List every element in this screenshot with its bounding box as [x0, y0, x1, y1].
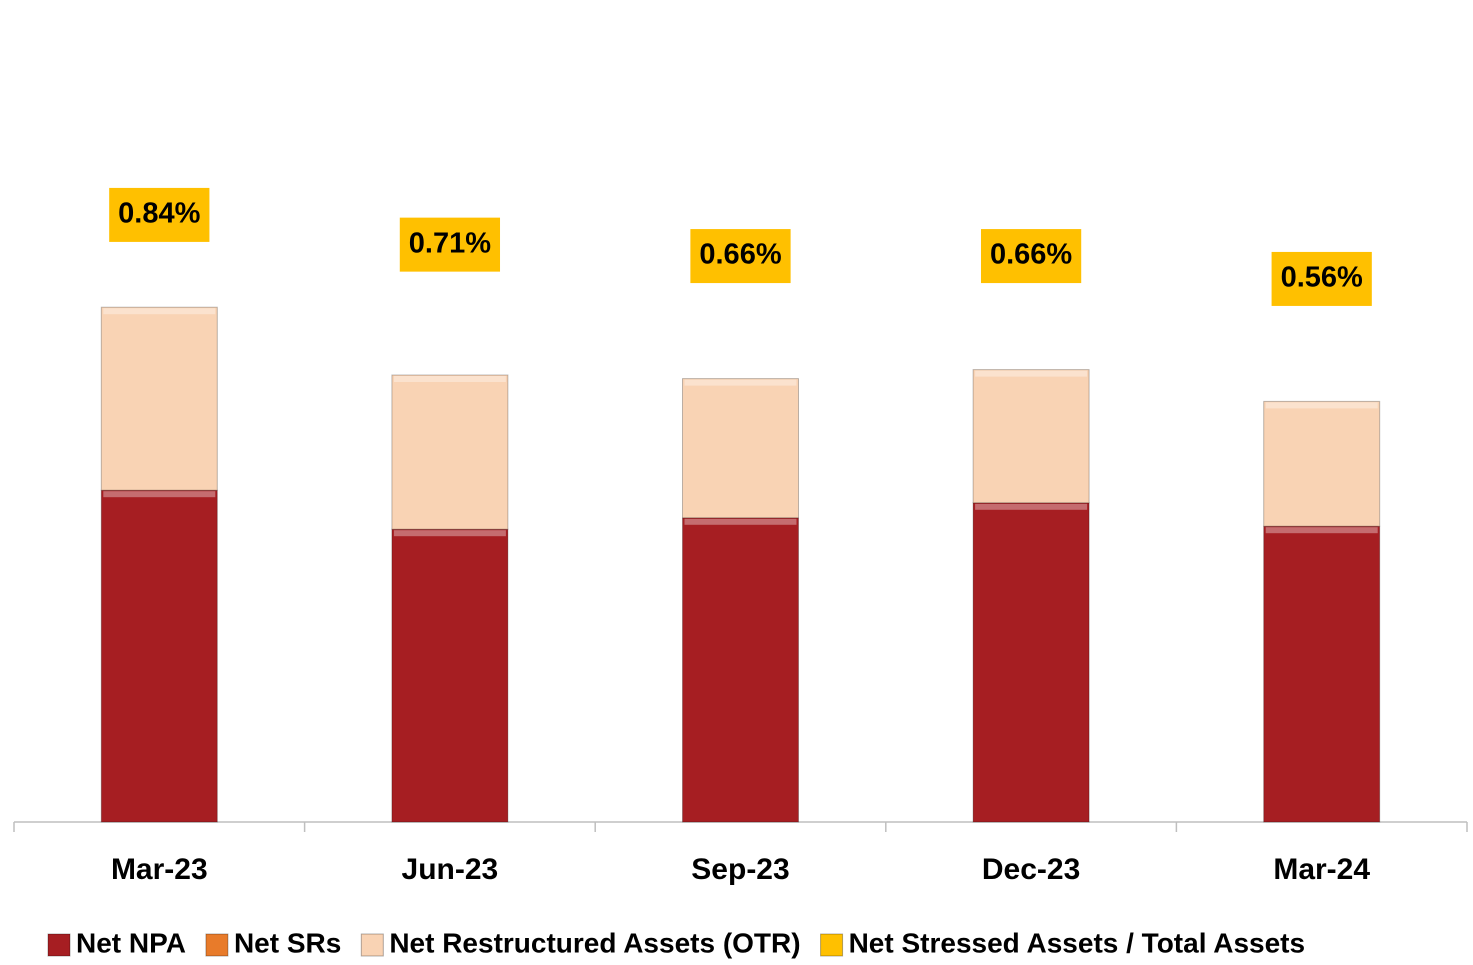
bar-segment [391, 374, 509, 530]
bevel [1265, 527, 1378, 534]
x-tick-label: Jun-23 [402, 853, 499, 886]
bevel [393, 376, 506, 382]
bar-segment [682, 517, 799, 823]
legend-label: Net Restructured Assets (OTR) [389, 927, 800, 958]
data-label: 0.71% [409, 227, 491, 259]
legend-swatch [47, 933, 71, 957]
data-label: 0.56% [1281, 262, 1363, 294]
legend-swatch [205, 933, 229, 957]
legend-label: Net SRs [234, 927, 341, 958]
label-box [1271, 251, 1372, 306]
bevel [684, 518, 797, 525]
label-box [399, 217, 501, 272]
data-label: 0.66% [699, 239, 781, 271]
bar-segment [972, 502, 1090, 823]
bevel [975, 370, 1088, 377]
data-label: 0.84% [118, 198, 200, 230]
bevel [103, 308, 216, 315]
bevel [975, 503, 1088, 510]
bar-segment [100, 489, 218, 823]
label-box [690, 229, 791, 284]
label-box [109, 187, 210, 242]
x-tick-label: Sep-23 [691, 853, 789, 886]
legend-swatch [360, 933, 384, 957]
bar-segment [682, 378, 799, 519]
x-tick-label: Mar-23 [111, 853, 208, 886]
bar-segment [1263, 400, 1381, 527]
x-tick-label: Dec-23 [982, 853, 1080, 886]
bevel [684, 379, 797, 386]
legend-label: Net NPA [76, 927, 186, 958]
bevel [103, 491, 216, 498]
bar-segment [972, 369, 1090, 504]
bevel [393, 530, 506, 537]
label-box [980, 229, 1082, 284]
bar-segment [100, 306, 218, 491]
legend-label: Net Stressed Assets / Total Assets [849, 927, 1305, 958]
data-label: 0.66% [990, 239, 1072, 271]
x-tick-label: Mar-24 [1273, 853, 1370, 886]
bar-segment [1263, 525, 1381, 823]
legend-swatch [820, 933, 844, 957]
bar-segment [391, 528, 509, 823]
bevel [1265, 402, 1378, 409]
